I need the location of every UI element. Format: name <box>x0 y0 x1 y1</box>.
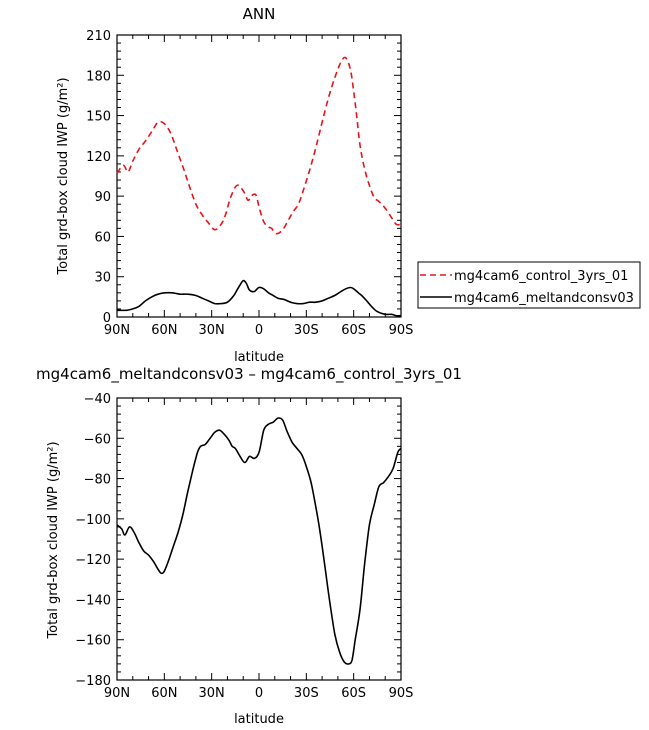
bottom-y-tick-label: −60 <box>84 432 111 447</box>
top-x-tick-label: 0 <box>255 323 263 338</box>
bottom-y-tick-label: −100 <box>75 513 111 528</box>
bottom-x-tick-label: 0 <box>255 686 263 701</box>
legend-label-control: mg4cam6_control_3yrs_01 <box>454 269 628 284</box>
top-y-tick-label: 180 <box>86 69 111 84</box>
top-chart-ylabel: Total grd-box cloud IWP (g/m²) <box>56 77 71 275</box>
bottom-x-tick-label: 30S <box>294 686 319 701</box>
bottom-plot-area: 90N 60N 30N 0 30S 60S 90S −180 −160 −140 −120 −100 −… <box>75 392 413 701</box>
legend: mg4cam6_control_3yrs_01 mg4cam6_meltandc… <box>417 261 641 309</box>
top-x-tick-label: 90N <box>104 323 130 338</box>
legend-box <box>417 261 641 309</box>
top-plot-area: 90N 60N 30N 0 30S 60S 90S 0 30 60 90 120 150 180 210 <box>86 29 413 338</box>
bottom-y-tick-label: −140 <box>75 593 111 608</box>
bottom-chart-title: mg4cam6_meltandconsv03 – mg4cam6_control… <box>36 365 462 384</box>
top-chart-xlabel: latitude <box>234 350 284 365</box>
top-x-tick-label: 60S <box>341 323 366 338</box>
bottom-y-tick-label: −180 <box>75 674 111 689</box>
top-series-line-1 <box>116 279 402 317</box>
top-chart-title: ANN <box>243 5 276 23</box>
bottom-x-tick-label: 60N <box>151 686 177 701</box>
bottom-y-tick-label: −80 <box>84 473 111 488</box>
top-y-tick-label: 30 <box>94 271 111 286</box>
bottom-y-tick-label: −40 <box>84 392 111 407</box>
bottom-y-tick-label: −160 <box>75 634 111 649</box>
top-x-tick-label: 30S <box>294 323 319 338</box>
top-y-tick-label: 0 <box>103 311 111 326</box>
bottom-plot-frame <box>116 397 402 681</box>
top-y-tick-label: 150 <box>86 110 111 125</box>
legend-label-meltandconsv: mg4cam6_meltandconsv03 <box>454 291 634 306</box>
bottom-chart-xlabel: latitude <box>234 712 284 727</box>
bottom-chart-ylabel: Total grd-box cloud IWP (g/m²) <box>46 441 61 639</box>
top-series-line-0 <box>116 56 402 235</box>
top-chart: ANN 90N 60N 30N 0 30S 60S 90S 0 30 60 90 120 150 180 2… <box>56 5 413 365</box>
top-y-tick-label: 120 <box>86 150 111 165</box>
bottom-series-line-0 <box>116 417 402 665</box>
bottom-x-tick-label: 30N <box>199 686 225 701</box>
bottom-x-tick-label: 60S <box>341 686 366 701</box>
top-y-tick-label: 60 <box>94 230 111 245</box>
bottom-chart: mg4cam6_meltandconsv03 – mg4cam6_control… <box>36 365 462 727</box>
top-x-tick-label: 90S <box>389 323 414 338</box>
top-y-tick-label: 210 <box>86 29 111 44</box>
bottom-y-tick-label: −120 <box>75 553 111 568</box>
top-x-tick-label: 30N <box>199 323 225 338</box>
top-x-tick-label: 60N <box>151 323 177 338</box>
top-y-tick-label: 90 <box>94 190 111 205</box>
top-plot-frame <box>116 34 402 318</box>
bottom-x-tick-label: 90S <box>389 686 414 701</box>
bottom-x-tick-label: 90N <box>104 686 130 701</box>
